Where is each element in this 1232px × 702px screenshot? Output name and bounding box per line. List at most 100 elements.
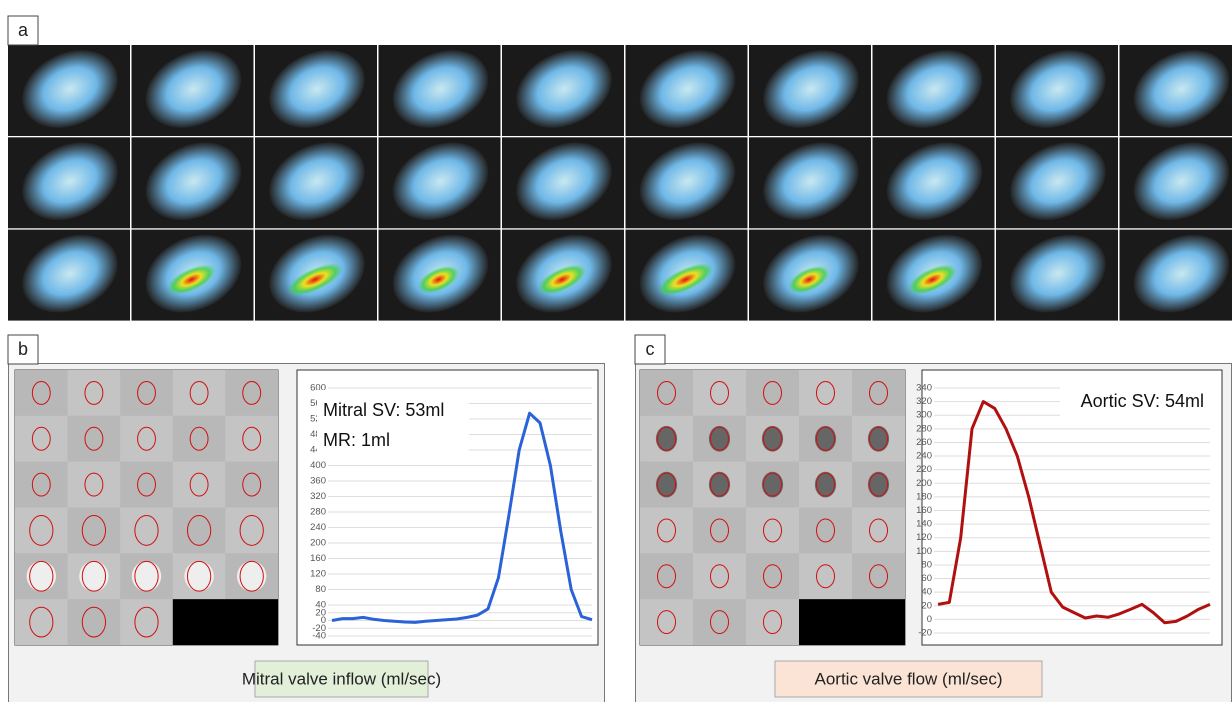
valve-bright (26, 561, 57, 592)
valve-dark (867, 425, 890, 452)
panel-label: b (18, 339, 28, 359)
mri-heart (516, 50, 612, 128)
panel-label-box (7, 334, 39, 365)
valve-contour (31, 472, 51, 497)
tile (225, 415, 278, 462)
y-tick-label: 280 (310, 507, 326, 518)
panel-label-box (634, 334, 666, 365)
valve-dark (708, 471, 731, 498)
valve-contour (81, 515, 107, 546)
valve-bright (184, 561, 214, 592)
flow-jet (657, 263, 714, 296)
tile (693, 599, 746, 645)
valve-contour (189, 426, 209, 451)
valve-contour (762, 380, 783, 405)
blank-tile (172, 599, 278, 645)
tile (852, 553, 905, 600)
valve-contour (762, 610, 783, 635)
mri-heart (639, 142, 736, 221)
tile (120, 599, 173, 645)
tile (693, 507, 746, 554)
tile (120, 415, 173, 462)
y-tick-label: 20 (921, 600, 932, 611)
tile (172, 370, 226, 416)
tile (640, 370, 693, 416)
annotation: Mitral SV: 53ml (323, 400, 444, 420)
tile (799, 507, 852, 554)
valve-contour (656, 426, 677, 451)
valve-contour (84, 472, 104, 497)
y-tick-label: 0 (927, 614, 932, 625)
valve-contour (709, 518, 730, 543)
valve-contour (762, 472, 783, 497)
valve-contour (29, 606, 54, 638)
valve-contour (242, 472, 262, 497)
valve-contour (656, 610, 677, 635)
valve-contour (868, 518, 889, 543)
y-tick-label: 180 (916, 491, 932, 502)
tile (67, 370, 121, 416)
y-tick-label: 220 (916, 464, 932, 475)
mri-heart (639, 50, 736, 128)
annotation-box (317, 390, 469, 460)
valve-contour (656, 564, 677, 589)
tile (640, 553, 693, 600)
tile (640, 507, 693, 554)
flow-line (937, 400, 1211, 625)
tile (120, 461, 173, 508)
y-tick-label: 120 (310, 569, 326, 580)
panel-label: c (646, 339, 655, 359)
tile (746, 553, 799, 600)
tile (852, 370, 905, 416)
valve-contour (137, 426, 156, 451)
mri-heart (1133, 234, 1230, 313)
valve-contour (815, 380, 836, 405)
caption-box (254, 660, 429, 698)
valve-contour (709, 472, 730, 497)
flow-jet (287, 263, 343, 296)
caption: Mitral valve inflow (ml/sec) (242, 669, 441, 688)
valve-dark (655, 425, 678, 452)
valve-dark (761, 425, 784, 452)
tile (746, 599, 799, 645)
valve-contour (189, 472, 209, 497)
mri-heart (1010, 234, 1106, 313)
valve-contour (29, 515, 54, 546)
valve-dark (867, 471, 890, 498)
tile (67, 599, 121, 645)
valve-contour (239, 515, 264, 546)
blank-tile (799, 599, 905, 645)
valve-bright (236, 561, 267, 592)
mri-heart (269, 50, 365, 128)
tile (172, 507, 226, 554)
y-tick-label: 120 (916, 532, 932, 543)
tile (852, 507, 905, 554)
valve-contour (81, 606, 107, 638)
valve-contour (84, 426, 104, 451)
annotation: Aortic SV: 54ml (1081, 391, 1204, 411)
valve-dark (814, 425, 837, 452)
y-tick-label: 80 (315, 584, 326, 595)
tile (746, 370, 799, 416)
valve-contour (81, 560, 107, 592)
mri-heart (392, 50, 489, 128)
valve-contour (186, 515, 212, 546)
y-tick-label: 160 (310, 553, 326, 564)
flow-jet (418, 265, 459, 294)
valve-contour (709, 380, 730, 405)
mri-heart (22, 50, 118, 128)
valve-contour (656, 518, 677, 543)
valve-contour (29, 560, 54, 592)
y-tick-label: -40 (312, 631, 326, 642)
tile (746, 507, 799, 554)
tile (799, 370, 852, 416)
mri-heart (886, 50, 983, 128)
y-tick-label: 0 (321, 615, 326, 626)
valve-bright (79, 561, 109, 592)
y-tick-label: 200 (310, 538, 326, 549)
tile (225, 461, 278, 508)
tile (172, 415, 226, 462)
valve-contour (656, 380, 677, 405)
y-tick-label: 340 (916, 383, 932, 394)
